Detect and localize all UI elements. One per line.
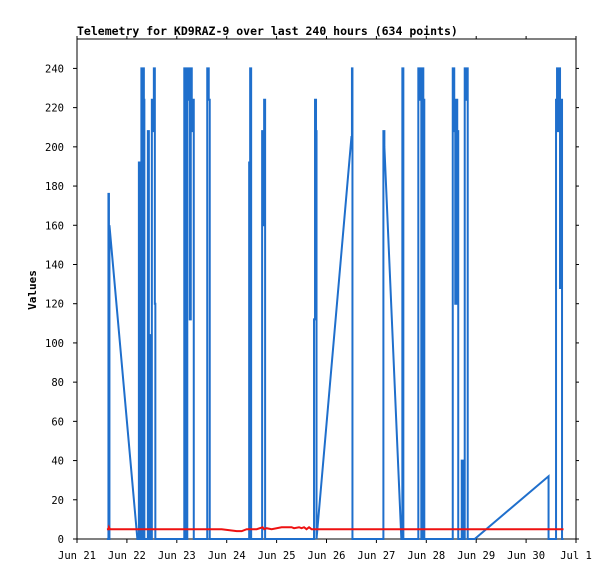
chart-title: Telemetry for KD9RAZ-9 over last 240 hou… (77, 24, 458, 38)
x-tick-label: Jul 1 (560, 550, 592, 562)
plot-area (76, 38, 577, 540)
y-tick-label: 120 (45, 299, 64, 311)
series-line-1 (106, 67, 564, 540)
y-tick-label: 140 (45, 259, 64, 271)
x-tick-label: Jun 22 (108, 550, 146, 562)
x-tick-label: Jun 24 (208, 550, 246, 562)
x-tick-label: Jun 27 (357, 550, 395, 562)
series-layer (106, 67, 564, 540)
x-tick-label: Jun 21 (58, 550, 96, 562)
y-tick-label: 100 (45, 338, 64, 350)
x-tick-label: Jun 29 (457, 550, 495, 562)
x-axis: Jun 21 Jun 22 Jun 23 Jun 24 Jun 25 Jun 26 Jun … (58, 36, 592, 562)
y-tick-label: 0 (58, 534, 64, 546)
x-tick-label: Jun 25 (258, 550, 296, 562)
y-tick-label: 220 (45, 103, 64, 115)
series-line-2 (106, 524, 564, 533)
y-tick-label: 60 (51, 416, 64, 428)
x-tick-label: Jun 30 (507, 550, 545, 562)
y-tick-label: 20 (51, 495, 64, 507)
x-tick-label: Jun 28 (407, 550, 445, 562)
y-tick-label: 200 (45, 142, 64, 154)
x-tick-label: Jun 26 (308, 550, 346, 562)
y-tick-label: 40 (51, 456, 64, 468)
y-tick-label: 240 (45, 63, 64, 75)
y-tick-label: 180 (45, 181, 64, 193)
y-axis-label: Values (26, 270, 39, 310)
y-axis: 0 20 40 60 80 100 120 140 160 180 200 220 240 (45, 63, 579, 546)
y-tick-label: 160 (45, 220, 64, 232)
y-tick-label: 80 (51, 377, 64, 389)
x-tick-label: Jun 23 (158, 550, 196, 562)
